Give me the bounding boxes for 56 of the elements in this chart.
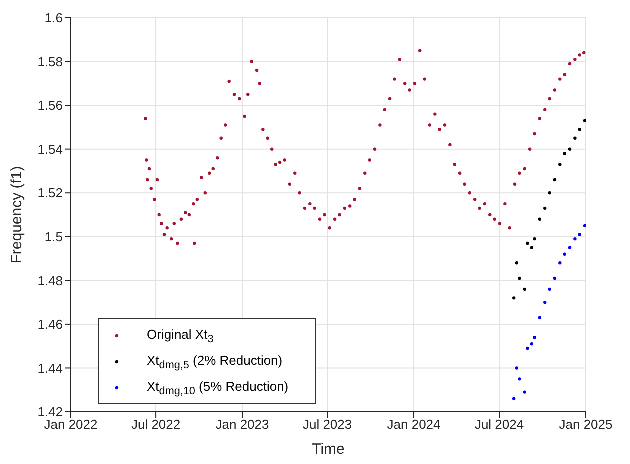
point — [574, 136, 577, 140]
point — [518, 276, 522, 280]
point — [583, 224, 586, 228]
y-tick-label: 1.58 — [38, 54, 63, 70]
point — [538, 218, 542, 221]
point — [553, 178, 557, 182]
x-tick-label: Jan 2022 — [44, 417, 98, 432]
point — [563, 152, 566, 156]
x-tick-label: Jan 2025 — [559, 417, 613, 432]
point — [523, 390, 527, 394]
x-tick-label: Jan 2023 — [216, 417, 270, 432]
y-tick-label: 1.48 — [38, 273, 63, 288]
point — [526, 346, 530, 350]
x-tick-label: Jul 2023 — [302, 417, 352, 432]
y-tick-label: 1.42 — [38, 404, 63, 420]
x-tick-label: Jul 2024 — [474, 417, 524, 432]
y-tick-label: 1.46 — [38, 317, 63, 332]
y-tick-label: 1.52 — [38, 186, 63, 201]
point — [563, 252, 566, 256]
y-axis-title: Frequency (f1) — [8, 166, 26, 264]
point — [583, 119, 586, 122]
point — [578, 128, 582, 132]
y-tick-label: 1.54 — [38, 142, 63, 157]
point — [515, 366, 519, 370]
point — [578, 233, 582, 236]
point — [558, 262, 562, 265]
point — [515, 262, 519, 265]
point — [530, 246, 534, 250]
y-tick-label: 1.6 — [44, 10, 63, 26]
point — [512, 397, 516, 400]
point — [558, 163, 562, 166]
point — [544, 300, 547, 304]
point — [544, 206, 547, 210]
point — [574, 237, 577, 241]
point — [523, 288, 527, 292]
x-axis-title: Time — [312, 441, 345, 458]
legend-label: Xt$_{dmg,10}$ (5% Reduction) — [147, 378, 289, 398]
y-tick-label: 1.44 — [38, 360, 63, 376]
point — [533, 237, 536, 241]
x-tick-label: Jul 2022 — [131, 417, 181, 432]
point — [526, 242, 530, 246]
point — [538, 316, 542, 320]
point — [518, 378, 522, 381]
point — [533, 336, 536, 340]
x-tick-label: Jan 2024 — [387, 417, 441, 432]
y-tick-label: 1.5 — [44, 230, 63, 245]
point — [548, 288, 552, 292]
point — [568, 148, 572, 151]
legend-label: Xt$_{dmg,5}$ (2% Reduction) — [147, 352, 283, 372]
point — [530, 342, 534, 346]
y-tick-label: 1.56 — [38, 98, 63, 114]
point — [548, 192, 552, 195]
point — [553, 276, 557, 280]
point — [568, 246, 572, 250]
legend-label: Original Xt$_{3}$ — [147, 326, 214, 346]
point — [512, 296, 516, 300]
